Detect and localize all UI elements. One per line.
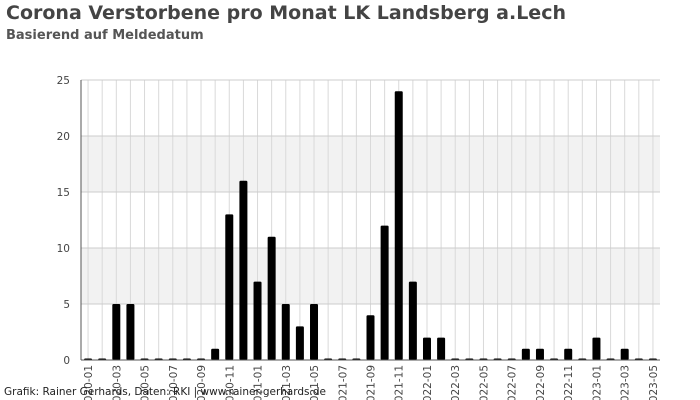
y-tick-label: 20 <box>57 131 70 143</box>
y-tick-label: 0 <box>63 355 70 367</box>
bar <box>211 348 220 360</box>
bar <box>620 348 629 360</box>
bar <box>394 91 403 360</box>
x-axis: 2020-01 2020-03 2020-05 2020-07 2020-09 2020-… <box>81 359 660 400</box>
y-tick-label: 10 <box>57 243 70 255</box>
bar <box>267 236 276 360</box>
bar <box>295 326 304 360</box>
x-tick-label: 2023-03 <box>620 365 632 400</box>
bar <box>437 337 446 360</box>
bar <box>535 348 544 360</box>
bar <box>408 281 417 360</box>
bar <box>225 214 234 360</box>
bar <box>112 304 121 360</box>
data-credit: Grafik: Rainer Gerhards, Daten: RKI | ww… <box>4 386 326 398</box>
x-tick-label: 2021-05 <box>309 365 321 400</box>
bar <box>592 337 601 360</box>
x-tick-label: 2023-05 <box>648 365 660 400</box>
x-tick-label: 2020-07 <box>168 365 180 400</box>
x-tick-label: 2022-09 <box>535 365 547 400</box>
bar <box>521 348 530 360</box>
y-tick-label: 5 <box>63 299 70 311</box>
x-tick-label: 2021-11 <box>394 365 406 400</box>
bar <box>310 304 319 360</box>
x-tick-label: 2021-01 <box>253 365 265 400</box>
x-tick-label: 2020-09 <box>196 365 208 400</box>
y-tick-label: 25 <box>57 75 70 87</box>
x-tick-label: 2022-05 <box>478 365 490 400</box>
x-tick-label: 2021-03 <box>281 365 293 400</box>
x-tick-label: 2021-07 <box>337 365 349 400</box>
x-tick-label: 2020-01 <box>83 365 95 400</box>
chart-title: Corona Verstorbene pro Monat LK Landsber… <box>6 2 566 24</box>
x-tick-label: 2021-09 <box>366 365 378 400</box>
bar <box>253 281 262 360</box>
bar <box>239 180 248 360</box>
x-tick-label: 2022-11 <box>563 365 575 400</box>
y-tick-label: 15 <box>57 187 70 199</box>
x-tick-label: 2022-01 <box>422 365 434 400</box>
x-tick-label: 2020-11 <box>224 365 236 400</box>
x-tick-label: 2020-05 <box>140 365 152 400</box>
bar <box>281 304 290 360</box>
bars <box>84 91 657 360</box>
y-axis: 0 5 10 15 20 25 <box>57 75 82 367</box>
bar <box>564 348 573 360</box>
bar <box>380 225 389 360</box>
bar <box>366 315 375 360</box>
x-tick-label: 2020-03 <box>111 365 123 400</box>
x-tick-label: 2022-07 <box>507 365 519 400</box>
chart-subtitle: Basierend auf Meldedatum <box>6 28 204 43</box>
vertical-gridlines <box>87 80 654 360</box>
x-tick-label: 2023-01 <box>591 365 603 400</box>
bar <box>126 304 135 360</box>
x-tick-label: 2022-03 <box>450 365 462 400</box>
bar <box>422 337 431 360</box>
